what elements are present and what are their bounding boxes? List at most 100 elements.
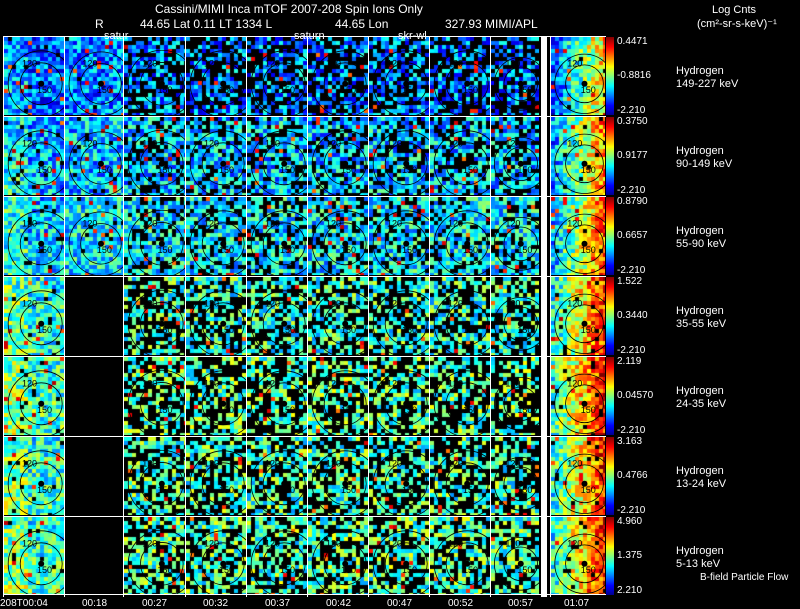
contour-overlay: 120 150	[311, 370, 379, 438]
contour-label: 120	[505, 139, 520, 149]
saturn-marker	[581, 560, 588, 567]
contour-overlay: 120 150	[189, 50, 257, 118]
inca-image-panel: 120 150	[186, 277, 257, 358]
header-lon: 44.65 Lon	[335, 17, 389, 31]
contour-label: 120	[22, 219, 37, 229]
saturn-marker	[220, 560, 227, 567]
contour-label: 120	[505, 59, 520, 69]
contour-label: 120	[204, 299, 219, 309]
saturn-marker	[342, 320, 349, 327]
colorbar-min: -2.210	[617, 505, 646, 516]
saturn-marker	[517, 480, 524, 487]
contour-label: 150	[581, 565, 596, 575]
contour-label: 150	[97, 245, 112, 255]
contour-label: 120	[82, 219, 97, 229]
colorbar-max: 3.163	[617, 436, 643, 447]
contour-label: 120	[505, 219, 520, 229]
contour-overlay: 120 150	[127, 449, 196, 518]
contour-overlay: 120 150	[433, 530, 501, 598]
species-label: Hydrogen 149-227 keV	[676, 65, 738, 91]
saturn-marker	[38, 320, 45, 327]
colorbar-max: 0.4471	[617, 36, 648, 47]
contour-label: 120	[204, 459, 219, 469]
label-saturn-1: satur	[104, 30, 129, 42]
contour-overlay: 120 150	[554, 453, 615, 514]
contour-line	[445, 62, 489, 106]
inca-image-panel: 120 150	[308, 517, 379, 598]
inca-image-panel: 120 150	[551, 197, 615, 275]
contour-line	[445, 142, 489, 186]
colorbar-max: 0.8790	[617, 196, 648, 207]
saturn-marker	[581, 240, 588, 247]
contour-label: 150	[219, 165, 234, 175]
contour-label: 120	[505, 459, 520, 469]
contour-line	[262, 542, 306, 586]
contour-label: 120	[505, 379, 520, 389]
contour-overlay: 120 150	[189, 530, 257, 598]
contour-line	[140, 302, 184, 346]
contour-overlay: 120 150	[372, 50, 440, 118]
saturn-marker	[220, 240, 227, 247]
colorbar	[606, 517, 614, 595]
colorbar-max: 4.960	[617, 516, 643, 527]
colorbar-mid: 0.3440	[617, 310, 648, 321]
contour-overlay: 120 150	[250, 50, 318, 118]
inca-image-panel	[65, 437, 123, 515]
contour-line	[323, 462, 367, 506]
colorbar-max: 2.119	[617, 356, 642, 367]
saturn-marker	[281, 320, 288, 327]
colorbar-mid: 0.6657	[617, 230, 648, 241]
contour-line	[323, 222, 367, 266]
contour-label: 150	[517, 85, 532, 95]
saturn-marker	[403, 80, 410, 87]
contour-label: 120	[204, 379, 219, 389]
saturn-marker	[517, 80, 524, 87]
contour-line	[503, 146, 538, 181]
contour-label: 120	[204, 139, 219, 149]
saturn-marker	[581, 80, 588, 87]
contour-overlay: 120 150	[7, 530, 75, 598]
inca-image-panel: 120 150	[430, 197, 501, 278]
saturn-marker	[158, 560, 165, 567]
time-tick-label: 00:57	[508, 598, 534, 609]
contour-overlay: 120 150	[311, 450, 379, 518]
species-name: Hydrogen	[676, 65, 724, 77]
inca-image-panel: 120 150	[491, 517, 548, 595]
inca-image-panel: 120 150	[4, 437, 75, 518]
saturn-marker	[342, 400, 349, 407]
contour-overlay: 120 150	[127, 209, 196, 278]
colorbar-min: 2.210	[617, 585, 643, 596]
contour-label: 150	[341, 405, 356, 415]
colorbar	[606, 357, 614, 435]
contour-line	[19, 222, 63, 266]
inca-image-panel: 120 150	[430, 437, 501, 518]
contour-label: 120	[448, 59, 463, 69]
contour-line	[493, 376, 548, 431]
contour-label: 150	[219, 485, 234, 495]
contour-line	[554, 133, 615, 194]
header-lat-lt: 44.65 Lat 0.11 LT 1334 L	[140, 17, 273, 31]
species-name: Hydrogen	[676, 545, 724, 557]
contour-line	[140, 462, 184, 506]
colorbar	[606, 37, 614, 115]
contour-label: 120	[448, 219, 463, 229]
contour-overlay: 120 150	[311, 50, 379, 118]
species-name: Hydrogen	[676, 145, 724, 157]
contour-label: 120	[448, 299, 463, 309]
colorbar-mid: 0.9177	[617, 150, 648, 161]
contour-label: 120	[142, 459, 157, 469]
contour-overlay: 120 150	[433, 210, 501, 278]
contour-label: 120	[448, 139, 463, 149]
inca-image-panel: 120 150	[124, 357, 196, 438]
species-name: Hydrogen	[676, 305, 724, 317]
contour-label: 150	[37, 85, 52, 95]
inca-image-panel: 120 150	[308, 357, 379, 438]
contour-label: 120	[142, 139, 157, 149]
saturn-marker	[464, 80, 471, 87]
contour-overlay: 120 150	[68, 211, 134, 277]
contour-label: 120	[326, 539, 341, 549]
contour-label: 120	[448, 459, 463, 469]
contour-overlay: 120 150	[250, 130, 318, 198]
saturn-marker	[38, 480, 45, 487]
inca-image-panel: 120 150	[124, 277, 196, 358]
